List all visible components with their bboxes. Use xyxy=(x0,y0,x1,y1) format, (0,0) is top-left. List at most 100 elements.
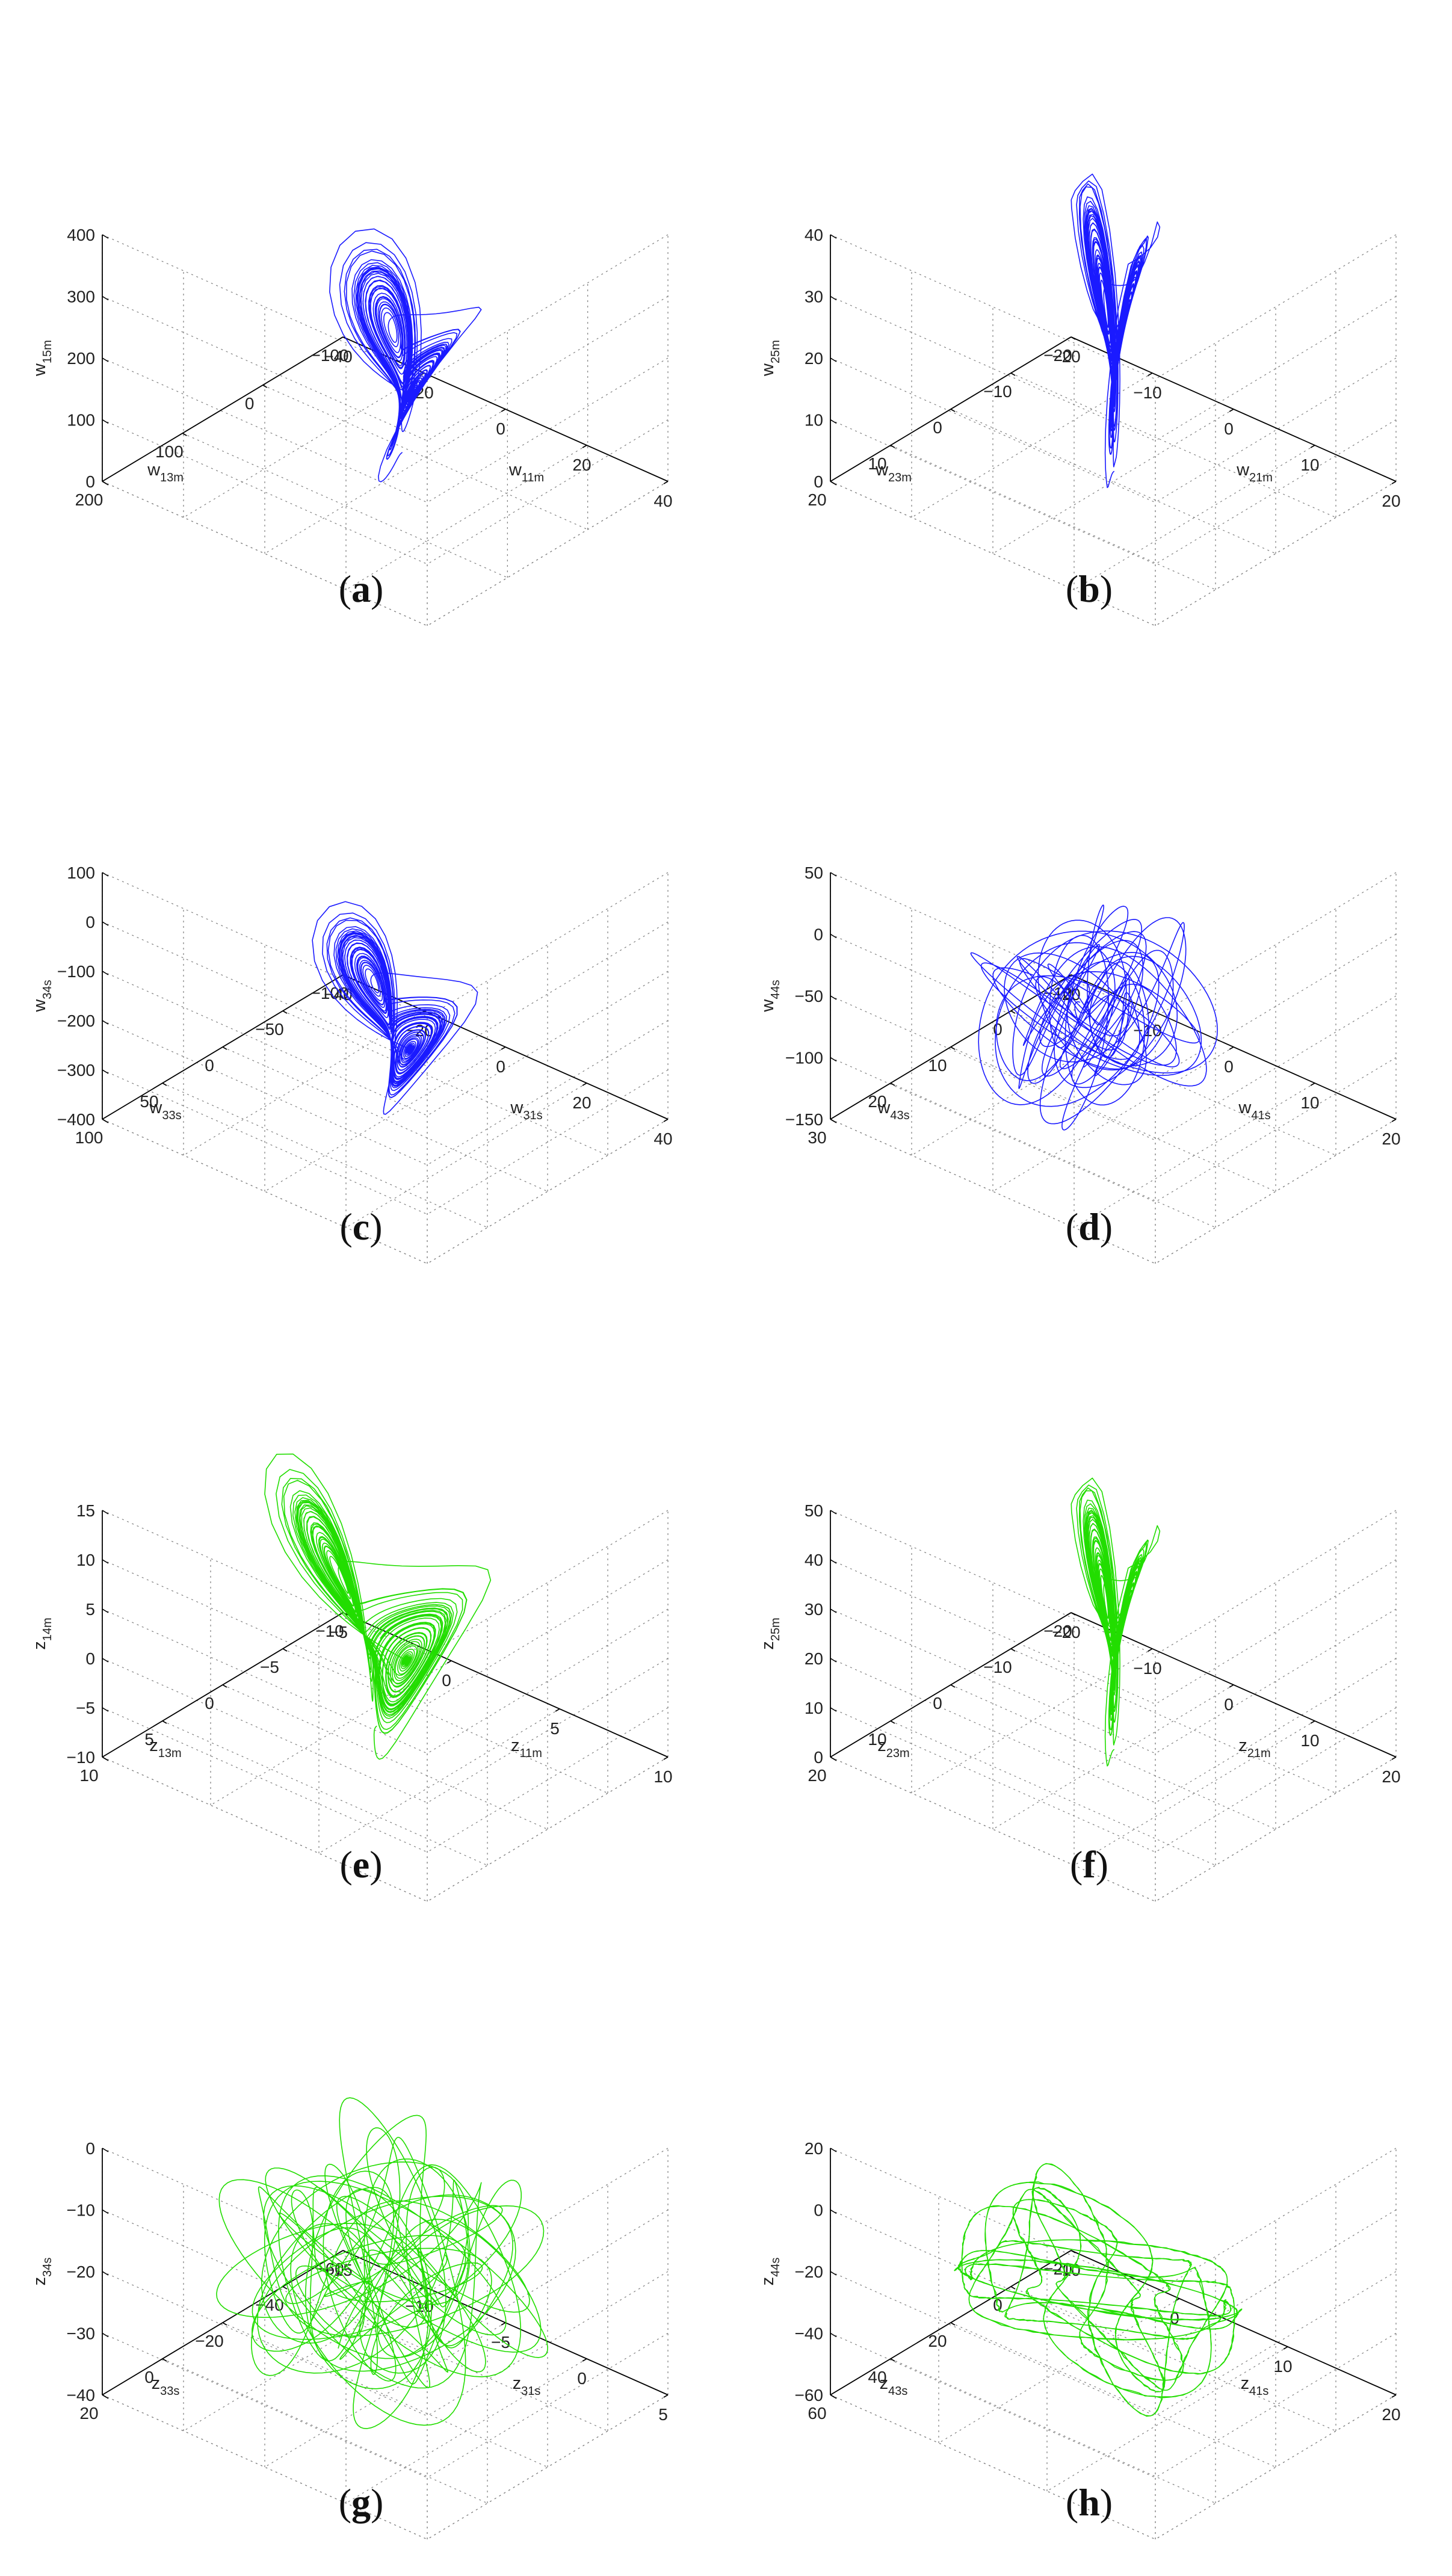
floor-grid-x xyxy=(264,1046,506,1192)
panel-c: −40−2002040−100−50050100−400−300−200−100… xyxy=(30,863,673,1264)
y-tick xyxy=(1070,336,1076,340)
z-tick xyxy=(102,2271,109,2276)
z-tick xyxy=(102,1510,109,1515)
floor-grid-x xyxy=(183,1010,425,1156)
wall-grid-z xyxy=(427,2394,669,2540)
z-tick-label: −100 xyxy=(57,962,95,981)
y-tick-label: 60 xyxy=(808,2404,826,2423)
z-tick xyxy=(830,2271,837,2276)
z-tick xyxy=(830,295,837,301)
x-tick-label: 20 xyxy=(1382,492,1400,510)
y-tick xyxy=(1010,372,1016,376)
y-tick-label: 100 xyxy=(155,442,184,461)
z-tick-label: 40 xyxy=(805,1551,823,1569)
z-tick-label: 20 xyxy=(805,2139,823,2158)
z-axis-label: w34s xyxy=(30,980,54,1012)
x-tick-label: −20 xyxy=(1052,1623,1081,1642)
x-tick xyxy=(501,1046,506,1050)
x-axis xyxy=(342,1612,669,1758)
y-tick-label: 0 xyxy=(993,1020,1002,1039)
z-tick xyxy=(830,1559,837,1564)
z-axis-label: w44s xyxy=(758,980,782,1012)
y-tick-label: 100 xyxy=(75,1128,103,1147)
x-tick xyxy=(1148,372,1153,376)
x-tick xyxy=(1391,1756,1397,1760)
z-tick-label: 0 xyxy=(814,925,823,944)
x-tick xyxy=(1229,409,1234,412)
wall-grid-z xyxy=(1155,234,1397,380)
x-tick-label: 20 xyxy=(572,456,591,474)
z-tick-label: 30 xyxy=(805,1600,823,1619)
z-tick xyxy=(830,419,837,424)
wall-grid-z xyxy=(427,295,669,442)
trajectory-series xyxy=(954,2163,1243,2417)
y-tick xyxy=(282,1648,288,1652)
y-tick-label: 50 xyxy=(140,1092,158,1111)
wall-grid-z xyxy=(427,357,669,503)
wall-grid-z xyxy=(427,419,669,565)
wall-grid-z xyxy=(427,2271,669,2417)
z-tick-label: 100 xyxy=(67,863,95,882)
y-tick-label: −20 xyxy=(195,2332,224,2350)
wall-grid-z xyxy=(1155,995,1397,1141)
panel-a: −40−2002040−10001002000100200300400w11mw… xyxy=(30,226,673,626)
trajectory-series xyxy=(970,904,1218,1131)
panel-caption: (e) xyxy=(339,1843,382,1886)
wall-grid-z xyxy=(1155,1119,1397,1264)
z-tick xyxy=(830,1608,837,1613)
x-tick xyxy=(1148,1010,1153,1014)
y-tick-label: 0 xyxy=(144,2368,154,2386)
z-tick xyxy=(830,2394,837,2399)
y-tick xyxy=(1010,1010,1016,1014)
y-tick-label: 30 xyxy=(808,1128,826,1147)
y-axis-label: w23m xyxy=(875,460,912,484)
z-tick xyxy=(102,1559,109,1564)
y-tick-label: 0 xyxy=(933,1694,942,1713)
x-tick xyxy=(663,1119,669,1122)
z-tick-label: −5 xyxy=(76,1699,95,1717)
y-tick-label: 20 xyxy=(868,1092,886,1111)
x-tick xyxy=(338,336,344,340)
z-axis-label: z25m xyxy=(758,1617,782,1649)
y-tick-label: −20 xyxy=(1043,346,1072,365)
floor-grid-y xyxy=(282,1010,608,1156)
floor-grid-x xyxy=(992,1684,1234,1830)
z-tick-label: 0 xyxy=(814,2201,823,2220)
x-tick xyxy=(338,2250,344,2253)
z-tick xyxy=(830,872,837,877)
x-tick-label: −20 xyxy=(1052,347,1081,366)
z-tick xyxy=(830,2209,837,2214)
y-tick xyxy=(1070,1612,1076,1616)
floor-grid-y xyxy=(1010,372,1336,518)
z-tick xyxy=(102,419,109,424)
x-tick xyxy=(1066,336,1072,340)
wall-grid-z xyxy=(427,971,669,1116)
y-tick xyxy=(950,2322,956,2326)
x-tick xyxy=(1310,1083,1315,1086)
z-tick xyxy=(102,921,109,926)
x-tick xyxy=(1283,2346,1288,2350)
y-tick xyxy=(282,1010,288,1014)
floor-grid-x xyxy=(1074,1083,1315,1228)
wall-grid-z xyxy=(1155,2394,1397,2540)
z-tick-label: 0 xyxy=(85,2139,95,2158)
z-tick xyxy=(830,1510,837,1515)
x-tick-label: −40 xyxy=(324,347,353,366)
y-tick xyxy=(890,2358,895,2362)
floor-grid-y xyxy=(182,433,508,578)
wall-grid-z xyxy=(830,2332,1156,2479)
y-axis-label: z43s xyxy=(880,2374,908,2398)
z-tick xyxy=(830,2332,837,2338)
x-tick-label: 10 xyxy=(1273,2357,1292,2376)
wall-grid-z xyxy=(427,1069,669,1215)
z-tick-label: 0 xyxy=(85,472,95,491)
wall-grid-z xyxy=(1155,481,1397,626)
y-axis-label: z23m xyxy=(877,1736,909,1760)
z-tick xyxy=(830,1658,837,1663)
z-tick xyxy=(102,1119,109,1123)
panel-d: −20−1001020−100102030−150−100−50050w41sw… xyxy=(758,863,1401,1264)
z-tick-label: −400 xyxy=(57,1110,95,1129)
z-tick-label: −40 xyxy=(67,2386,96,2405)
floor-grid-y xyxy=(890,1720,1216,1866)
z-tick-label: 30 xyxy=(805,288,823,306)
